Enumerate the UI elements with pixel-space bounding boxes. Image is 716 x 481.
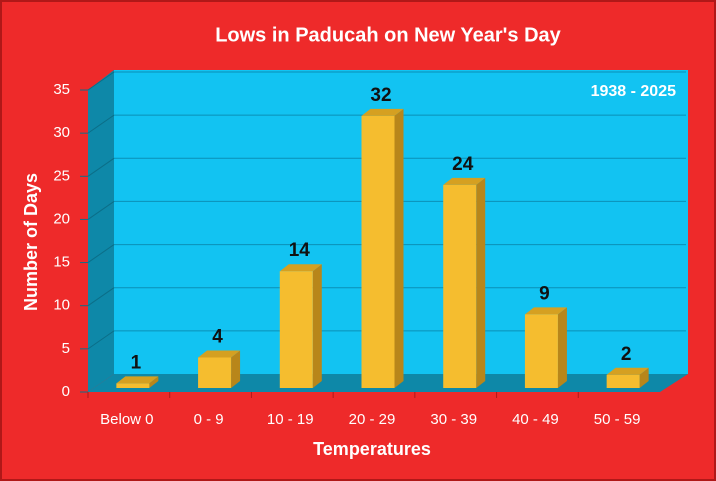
x-tick-label: 50 - 59 <box>594 411 641 428</box>
bar-top <box>443 177 486 185</box>
y-tick-label: 35 <box>53 81 70 98</box>
x-tick-label: Below 0 <box>100 411 153 428</box>
y-tick-label: 10 <box>53 297 70 314</box>
grid-line-side <box>87 287 115 307</box>
data-label: 32 <box>370 85 391 106</box>
bar-side <box>639 367 649 388</box>
x-tick-label: 0 - 9 <box>194 411 224 428</box>
bar-top <box>198 350 241 358</box>
grid-line-side <box>87 201 115 220</box>
bar-top <box>116 376 159 384</box>
bar-top <box>279 264 322 272</box>
data-label: 9 <box>539 283 550 304</box>
x-tick-label: 40 - 49 <box>512 411 559 428</box>
grid-line-side <box>87 71 115 91</box>
data-label: 1 <box>131 352 142 373</box>
bar <box>361 115 395 388</box>
bar-side <box>557 307 567 388</box>
y-tick-label: 25 <box>53 167 70 184</box>
annotation: 1938 - 2025 <box>591 83 677 100</box>
data-label: 2 <box>621 344 632 365</box>
y-tick-label: 0 <box>62 383 70 400</box>
bar-side <box>231 350 241 388</box>
x-axis-label: Temperatures <box>313 439 431 459</box>
y-tick-label: 30 <box>53 124 70 141</box>
y-tick-label: 15 <box>53 254 70 271</box>
y-tick-label: 5 <box>62 340 70 357</box>
data-label: 4 <box>212 327 223 348</box>
bar-side <box>312 264 322 388</box>
x-tick-label: 30 - 39 <box>430 411 477 428</box>
bar <box>524 314 558 388</box>
bar <box>606 374 640 388</box>
grid-line-side <box>87 114 115 134</box>
data-label: 24 <box>452 154 474 175</box>
bar <box>279 271 313 388</box>
side-wall <box>88 70 114 392</box>
bar <box>198 357 232 388</box>
y-tick-label: 20 <box>53 210 70 227</box>
x-tick-label: 10 - 19 <box>267 411 314 428</box>
bar-top <box>361 108 404 116</box>
bar-top <box>524 307 567 315</box>
bar-side <box>394 108 404 388</box>
x-tick-label: 20 - 29 <box>349 411 396 428</box>
chart-title: Lows in Paducah on New Year's Day <box>215 24 561 46</box>
bar-top <box>606 367 649 375</box>
data-label: 14 <box>289 240 311 261</box>
grid-line-side <box>87 244 115 263</box>
bar <box>443 184 477 388</box>
bar-side <box>476 177 486 388</box>
grid-line-side <box>87 157 115 177</box>
grid-line-side <box>87 330 115 350</box>
bar-side <box>149 376 159 388</box>
y-axis-label: Number of Days <box>21 173 41 311</box>
bar <box>116 383 150 388</box>
